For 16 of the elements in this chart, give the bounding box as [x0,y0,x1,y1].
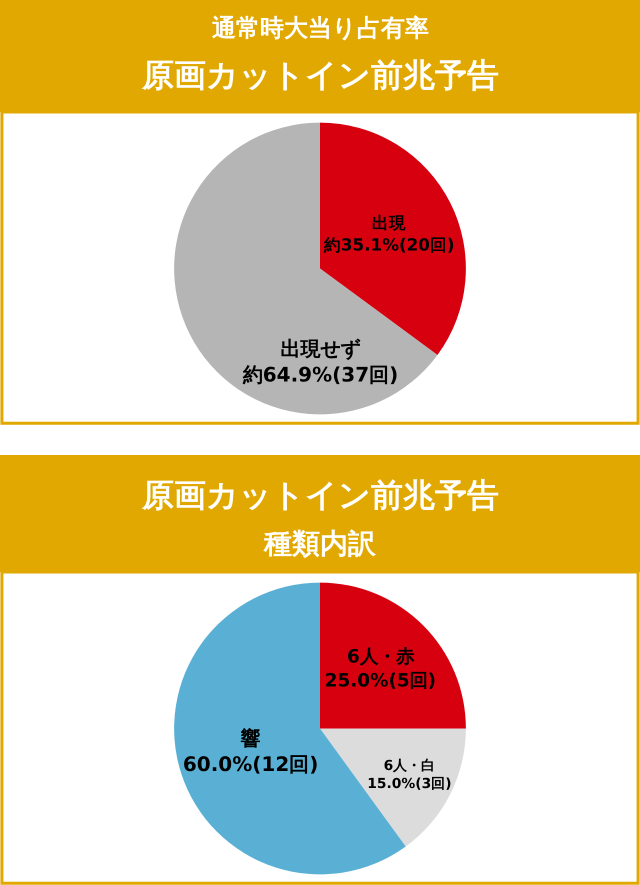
chart-subtitle: 通常時大当り占有率 [211,14,429,42]
slice-label: 出現 [372,212,408,233]
pie-slice [320,582,466,728]
data-label: 約35.1%(20回) [322,234,455,254]
data-label: 60.0%(12回) [182,752,318,776]
slice-label: 響 [240,726,261,750]
chart-title: 原画カットイン前兆予告 [141,56,499,94]
slice-label: 出現せず [280,336,360,360]
slice-label: 6人・白 [384,758,436,774]
pie-slice [320,728,466,847]
data-label: 約64.9%(37回) [242,362,398,386]
chart-subtitle: 種類内訳 [263,527,377,560]
data-label: 25.0%(5回) [324,670,436,692]
data-label: 15.0%(3回) [367,776,452,792]
slice-label: 6人・赤 [347,646,414,668]
chart-title: 原画カットイン前兆予告 [141,476,499,514]
